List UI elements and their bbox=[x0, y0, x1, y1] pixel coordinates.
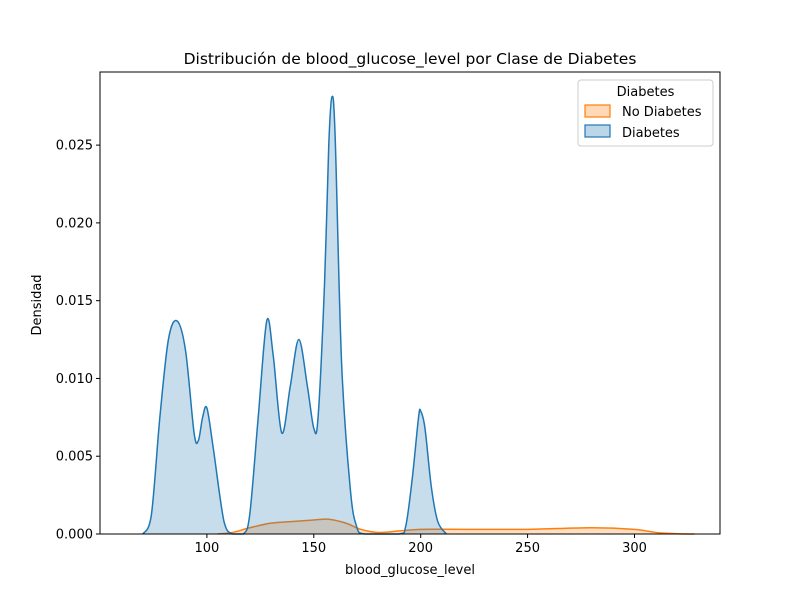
y-tick-label: 0.025 bbox=[56, 139, 93, 154]
chart-title: Distribución de blood_glucose_level por … bbox=[184, 50, 637, 69]
x-tick-label: 100 bbox=[194, 541, 219, 556]
plot-area bbox=[142, 95, 695, 535]
x-tick-label: 250 bbox=[515, 541, 540, 556]
x-axis: 100 150 200 250 300 bbox=[194, 534, 647, 556]
y-tick-label: 0.020 bbox=[56, 216, 93, 231]
legend-swatch-no-diabetes bbox=[584, 104, 611, 118]
density-line-no-diabetes bbox=[217, 518, 695, 535]
legend-label-no-diabetes: No Diabetes bbox=[622, 105, 702, 120]
y-axis: 0.000 0.005 0.010 0.015 0.020 0.025 bbox=[56, 139, 100, 543]
legend-label-diabetes: Diabetes bbox=[622, 126, 680, 141]
plot-frame bbox=[99, 71, 721, 535]
y-tick-label: 0.000 bbox=[56, 528, 93, 543]
density-line-diabetes bbox=[142, 95, 447, 535]
y-tick-label: 0.010 bbox=[56, 372, 93, 387]
legend-swatch-diabetes bbox=[584, 124, 611, 138]
x-axis-label: blood_glucose_level bbox=[345, 563, 475, 578]
legend-box bbox=[577, 79, 714, 147]
x-tick-label: 150 bbox=[301, 541, 326, 556]
legend-title: Diabetes bbox=[617, 85, 675, 100]
legend: Diabetes No Diabetes Diabetes bbox=[577, 79, 714, 147]
x-tick-label: 200 bbox=[408, 541, 433, 556]
x-tick-label: 300 bbox=[622, 541, 647, 556]
density-area-no-diabetes bbox=[217, 519, 695, 534]
y-tick-label: 0.005 bbox=[56, 450, 93, 465]
y-tick-label: 0.015 bbox=[56, 294, 93, 309]
density-area-diabetes bbox=[142, 96, 447, 535]
y-axis-label: Densidad bbox=[30, 274, 45, 335]
